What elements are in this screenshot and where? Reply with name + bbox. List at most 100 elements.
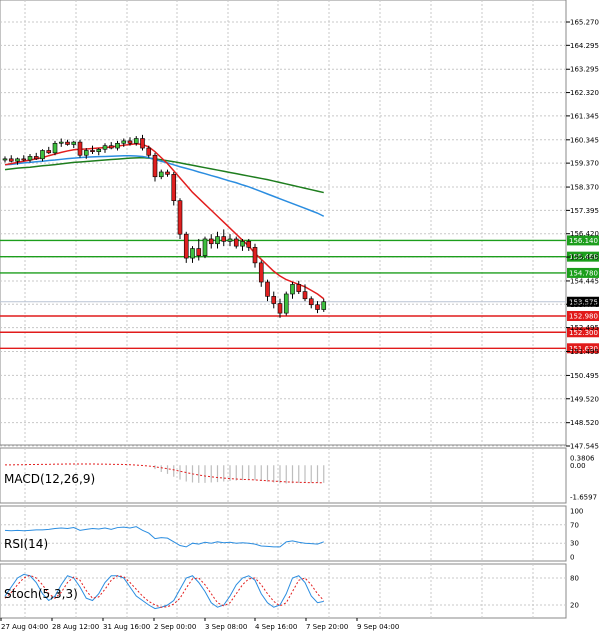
- candle-body: [21, 158, 27, 161]
- candle-body: [202, 238, 208, 257]
- candle-body: [240, 241, 245, 247]
- candle-body: [52, 142, 58, 154]
- time-tick-label: 7 Sep 20:00: [306, 623, 348, 631]
- price-tick-label: 159.370: [570, 160, 599, 168]
- candle-body: [27, 156, 33, 161]
- price-tick-label: 162.320: [570, 89, 599, 97]
- price-tick-label: 164.295: [570, 42, 599, 50]
- candle-body: [283, 293, 289, 314]
- price-tick-label: 151.495: [570, 348, 599, 356]
- stoch-label: Stoch(5,3,3): [4, 587, 78, 601]
- candle-body: [190, 248, 195, 259]
- candle-body: [65, 141, 70, 145]
- time-tick-label: 4 Sep 16:00: [255, 623, 297, 631]
- candle-body: [40, 150, 45, 160]
- price-tick-label: 150.495: [570, 372, 599, 380]
- price-tick-label: 156.420: [570, 230, 599, 238]
- stoch-panel: 80 20 Stoch(5,3,3): [0, 563, 579, 619]
- rsi-tick-label: 70: [570, 521, 579, 529]
- candle-body: [227, 238, 233, 242]
- stoch-tick-label: 80: [570, 575, 579, 583]
- candle-body: [296, 284, 302, 292]
- time-tick-label: 27 Aug 04:00: [1, 623, 48, 631]
- ma-fast-line: [4, 143, 325, 300]
- macd-label: MACD(12,26,9): [4, 472, 95, 486]
- candle-body: [71, 141, 77, 145]
- candle-body: [102, 145, 108, 150]
- candle-body: [108, 145, 114, 149]
- rsi-tick-label: 0: [570, 554, 574, 562]
- candle-body: [121, 140, 127, 144]
- candle-body: [15, 158, 20, 162]
- stoch-tick-label: 20: [570, 602, 579, 610]
- candle-body: [215, 236, 220, 245]
- current-price-badge: [567, 296, 599, 307]
- candle-body: [183, 233, 189, 259]
- level-badge: [567, 327, 599, 338]
- candle-body: [258, 262, 264, 283]
- level-badge: [567, 310, 599, 321]
- rsi-line: [4, 526, 324, 548]
- candle-body: [83, 150, 89, 156]
- candle-body: [165, 171, 170, 175]
- candle-body: [196, 248, 202, 257]
- price-tick-label: 157.395: [570, 207, 599, 215]
- rsi-panel: 100 70 30 0 RSI(14): [0, 505, 583, 562]
- level-label: 151.630: [569, 345, 598, 353]
- time-tick-label: 3 Sep 08:00: [205, 623, 247, 631]
- candle-body: [302, 291, 308, 300]
- candle-body: [233, 238, 239, 247]
- price-tick-label: 154.445: [570, 277, 599, 285]
- candle-body: [177, 200, 183, 235]
- level-badge: [567, 267, 599, 278]
- price-tick-label: 165.270: [570, 19, 599, 27]
- price-tick-label: 152.495: [570, 324, 599, 332]
- candle-body: [140, 138, 145, 149]
- level-label: 155.460: [569, 253, 598, 261]
- level-badge: [567, 235, 599, 246]
- stoch-d-line: [4, 574, 325, 608]
- macd-tick-label: -1.6597: [570, 494, 597, 502]
- candle-body: [277, 303, 283, 314]
- time-tick-label: 2 Sep 00:00: [154, 623, 196, 631]
- stoch-axis: 80 20: [570, 575, 579, 610]
- candle-body: [290, 284, 295, 295]
- candles: [2, 134, 327, 318]
- price-tick-label: 163.295: [570, 66, 599, 74]
- stoch-k-line: [4, 573, 324, 610]
- price-tick-label: 153.470: [570, 301, 599, 309]
- candle-body: [246, 241, 252, 248]
- price-tick-label: 161.345: [570, 112, 599, 120]
- candle-body: [315, 304, 320, 310]
- level-label: 152.300: [569, 329, 598, 337]
- candle-body: [221, 236, 227, 242]
- price-tick-label: 148.520: [570, 419, 599, 427]
- level-badge: [567, 343, 599, 354]
- candle-body: [77, 141, 83, 156]
- level-badge: [567, 251, 599, 262]
- candle-body: [171, 174, 177, 201]
- candle-body: [208, 238, 214, 245]
- main-panel: 156.140 155.460 154.780 152.980 152.300 151.6…: [0, 0, 599, 451]
- price-tick-label: 149.520: [570, 395, 599, 403]
- price-tick-label: 158.370: [570, 184, 599, 192]
- rsi-tick-label: 30: [570, 540, 579, 548]
- time-tick-label: 31 Aug 16:00: [103, 623, 150, 631]
- stoch-grid: [0, 564, 566, 618]
- rsi-axis: 100 70 30 0: [570, 508, 583, 562]
- candle-body: [8, 158, 14, 162]
- time-tick-label: 28 Aug 12:00: [52, 623, 99, 631]
- candle-body: [308, 298, 314, 306]
- time-axis: 27 Aug 04:00 28 Aug 12:00 31 Aug 16:00 2 Se…: [0, 618, 399, 631]
- rsi-plot: [4, 526, 324, 548]
- candle-body: [127, 140, 133, 144]
- candle-body: [252, 247, 258, 264]
- rsi-grid: [0, 506, 566, 561]
- macd-grid: [24, 448, 534, 503]
- macd-plot: [5, 463, 325, 484]
- candle-body: [133, 138, 139, 144]
- rsi-tick-label: 100: [570, 508, 583, 516]
- price-tick-label: 155.445: [570, 254, 599, 262]
